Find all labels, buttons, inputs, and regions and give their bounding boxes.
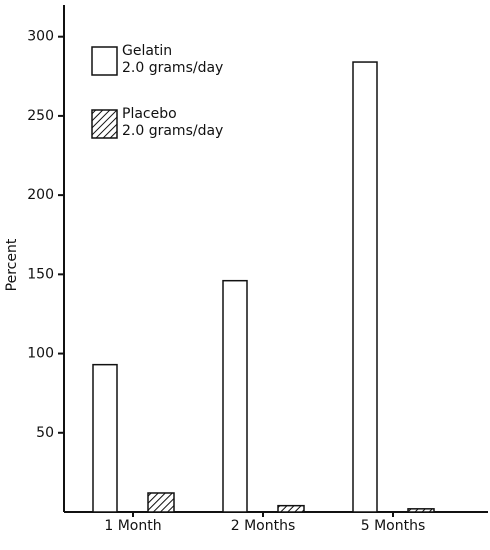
x-tick-label: 5 Months — [361, 518, 426, 534]
x-tick-label: 2 Months — [231, 518, 296, 534]
bar — [222, 279, 248, 513]
bar — [147, 492, 175, 513]
legend-swatch — [91, 46, 118, 76]
legend-label: Gelatin 2.0 grams/day — [122, 43, 223, 76]
bar — [277, 504, 305, 513]
y-tick-label: 300 — [27, 29, 54, 45]
legend-swatch — [91, 109, 118, 139]
y-axis-label: Percent — [4, 238, 20, 291]
y-tick-label: 200 — [27, 187, 54, 203]
bar — [92, 363, 118, 513]
y-tick-label: 100 — [27, 346, 54, 362]
y-tick-label: 150 — [27, 266, 54, 282]
bar — [407, 508, 435, 513]
legend-line: 2.0 grams/day — [122, 123, 223, 139]
legend-line: Placebo — [122, 106, 177, 122]
legend-line: 2.0 grams/day — [122, 60, 223, 76]
legend-line: Gelatin — [122, 43, 172, 59]
y-tick-label: 50 — [36, 425, 54, 441]
x-tick-label: 1 Month — [104, 518, 161, 534]
legend-label: Placebo 2.0 grams/day — [122, 106, 223, 139]
y-tick-label: 250 — [27, 108, 54, 124]
bar — [352, 61, 378, 513]
